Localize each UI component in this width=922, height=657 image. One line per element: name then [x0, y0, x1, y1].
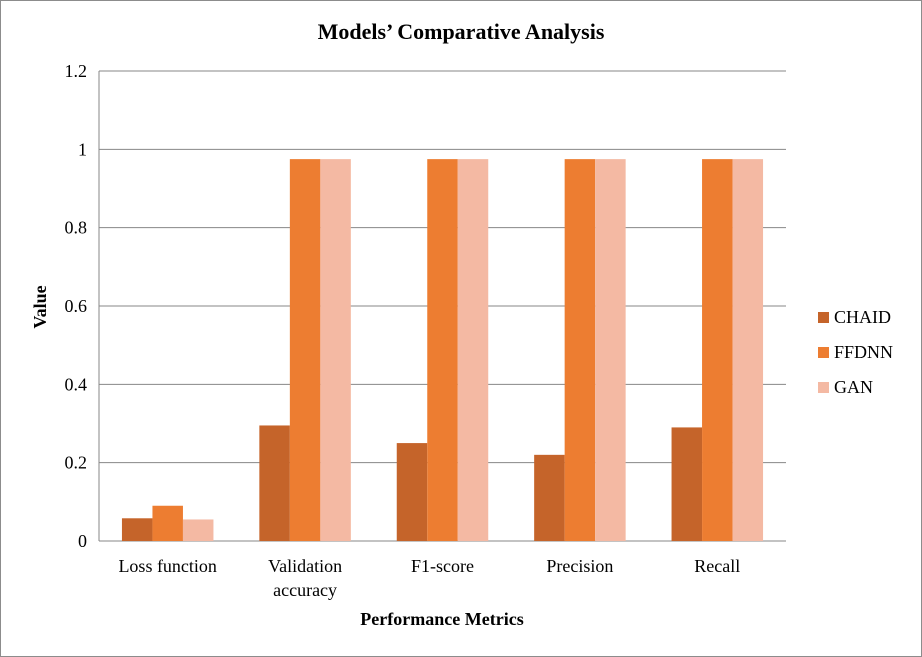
y-tick-label: 0.6 — [65, 296, 88, 316]
bar-ffdnn — [152, 505, 183, 541]
x-tick-labels: Loss function Validation accuracy F1-score P… — [118, 556, 740, 600]
x-tick-label: Recall — [694, 556, 740, 576]
y-tick-label: 0 — [78, 531, 87, 551]
chart-title: Models’ Comparative Analysis — [318, 19, 605, 44]
x-axis-title: Performance Metrics — [360, 609, 523, 629]
bar-ffdnn — [702, 159, 733, 541]
bar-series — [121, 159, 764, 541]
bar-gan — [182, 519, 214, 541]
y-tick-label: 0.2 — [65, 453, 88, 473]
bar-chaid — [396, 443, 428, 541]
bar-chaid — [121, 518, 153, 541]
bar-gan — [732, 159, 764, 541]
y-tick-label: 0.4 — [65, 374, 88, 394]
legend-label-chaid: CHAID — [834, 307, 891, 327]
legend-swatch-ffdnn — [818, 347, 829, 358]
y-tick-labels: 0 0.2 0.4 0.6 0.8 1 1.2 — [65, 61, 88, 551]
x-tick-label: Precision — [546, 556, 613, 576]
bar-ffdnn — [427, 159, 458, 541]
x-tick-label: Validation — [268, 556, 342, 576]
legend: CHAID FFDNN GAN — [818, 307, 893, 397]
bar-gan — [320, 159, 351, 541]
x-tick-label: accuracy — [273, 580, 337, 600]
legend-swatch-chaid — [818, 312, 829, 323]
y-tick-label: 0.8 — [65, 218, 88, 238]
bar-chaid — [259, 425, 290, 541]
bar-chaid — [534, 454, 565, 541]
bar-gan — [457, 159, 489, 541]
legend-swatch-gan — [818, 382, 829, 393]
bar-ffdnn — [564, 159, 596, 541]
legend-label-ffdnn: FFDNN — [834, 342, 893, 362]
y-axis-title: Value — [30, 285, 50, 328]
legend-label-gan: GAN — [834, 377, 873, 397]
y-tick-label: 1 — [78, 139, 87, 159]
bar-chaid — [671, 427, 703, 541]
bar-ffdnn — [289, 159, 321, 541]
y-tick-label: 1.2 — [65, 61, 88, 81]
x-tick-label: Loss function — [118, 556, 217, 576]
x-tick-label: F1-score — [411, 556, 474, 576]
bar-gan — [595, 159, 626, 541]
